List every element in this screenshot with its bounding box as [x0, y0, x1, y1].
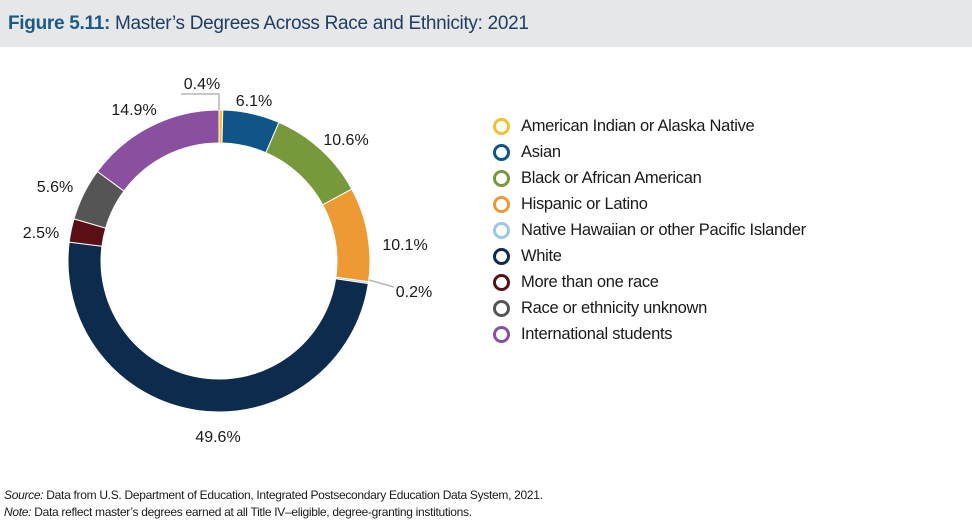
legend-item-american-indian-or-alaska-native: American Indian or Alaska Native — [493, 113, 806, 139]
data-label-black-or-african-american: 10.6% — [323, 132, 368, 149]
legend-item-race-or-ethnicity-unknown: Race or ethnicity unknown — [493, 295, 806, 321]
legend-label: Hispanic or Latino — [521, 194, 648, 213]
figure-title: Master’s Degrees Across Race and Ethnici… — [114, 13, 529, 34]
figure-number: Figure 5.11: — [8, 13, 110, 34]
legend-swatch-icon — [493, 195, 510, 213]
data-label-more-than-one-race: 2.5% — [23, 225, 59, 242]
legend-label: American Indian or Alaska Native — [521, 116, 755, 135]
donut-chart: 0.4% 6.1% 10.6% 10.1% 0.2% 49.6% 2.5% 5.6% 14.9% — [23, 76, 432, 446]
footnotes: Source: Data from U.S. Department of Edu… — [4, 487, 543, 521]
legend-label: More than one race — [521, 272, 659, 291]
legend-label: Native Hawaiian or other Pacific Islande… — [521, 220, 806, 239]
slice-hispanic-or-latino — [322, 188, 371, 283]
slice-international-students — [96, 109, 220, 192]
note-text: Data reflect master’s degrees earned at … — [31, 505, 472, 519]
legend-item-white: White — [493, 243, 806, 269]
legend-swatch-icon — [493, 273, 510, 291]
legend-item-hispanic-or-latino: Hispanic or Latino — [493, 191, 806, 217]
legend-swatch-icon — [493, 299, 510, 317]
data-label-native-hawaiian-or-other-pacific-islander: 0.2% — [396, 284, 432, 301]
data-label-american-indian-or-alaska-native: 0.4% — [184, 76, 220, 93]
legend-item-native-hawaiian-or-other-pacific-islander: Native Hawaiian or other Pacific Islande… — [493, 217, 806, 243]
legend-label: Black or African American — [521, 168, 702, 187]
data-label-race-or-ethnicity-unknown: 5.6% — [37, 179, 73, 196]
figure-title-bar: Figure 5.11: Master’s Degrees Across Rac… — [0, 0, 972, 47]
legend-swatch-icon — [493, 221, 510, 239]
legend-label: Race or ethnicity unknown — [521, 298, 708, 317]
legend-item-asian: Asian — [493, 139, 806, 165]
legend-item-more-than-one-race: More than one race — [493, 269, 806, 295]
source-label: Source: — [4, 488, 44, 502]
data-label-asian: 6.1% — [236, 93, 272, 110]
source-text: Data from U.S. Department of Education, … — [43, 488, 543, 502]
legend-label: White — [521, 246, 562, 265]
data-label-white: 49.6% — [195, 429, 240, 446]
legend-item-international-students: International students — [493, 321, 806, 347]
leader-line-native-hawaiian-or-other-pacific-islander — [368, 279, 395, 288]
legend-item-black-or-african-american: Black or African American — [493, 165, 806, 191]
data-label-international-students: 14.9% — [111, 102, 156, 119]
legend-swatch-icon — [493, 143, 510, 161]
data-note: Note: Data reflect master’s degrees earn… — [4, 504, 543, 521]
slice-white — [67, 241, 369, 413]
leader-line-american-indian-or-alaska-native — [181, 93, 220, 110]
legend-label: International students — [521, 324, 673, 343]
legend-swatch-icon — [493, 117, 510, 135]
legend-label: Asian — [521, 142, 561, 161]
source-note: Source: Data from U.S. Department of Edu… — [4, 487, 543, 504]
legend-swatch-icon — [493, 247, 510, 265]
legend-swatch-icon — [493, 325, 510, 343]
data-label-hispanic-or-latino: 10.1% — [382, 237, 427, 254]
note-label: Note: — [4, 505, 32, 519]
legend-swatch-icon — [493, 169, 510, 187]
chart-legend: American Indian or Alaska Native Asian Bla… — [493, 113, 806, 347]
